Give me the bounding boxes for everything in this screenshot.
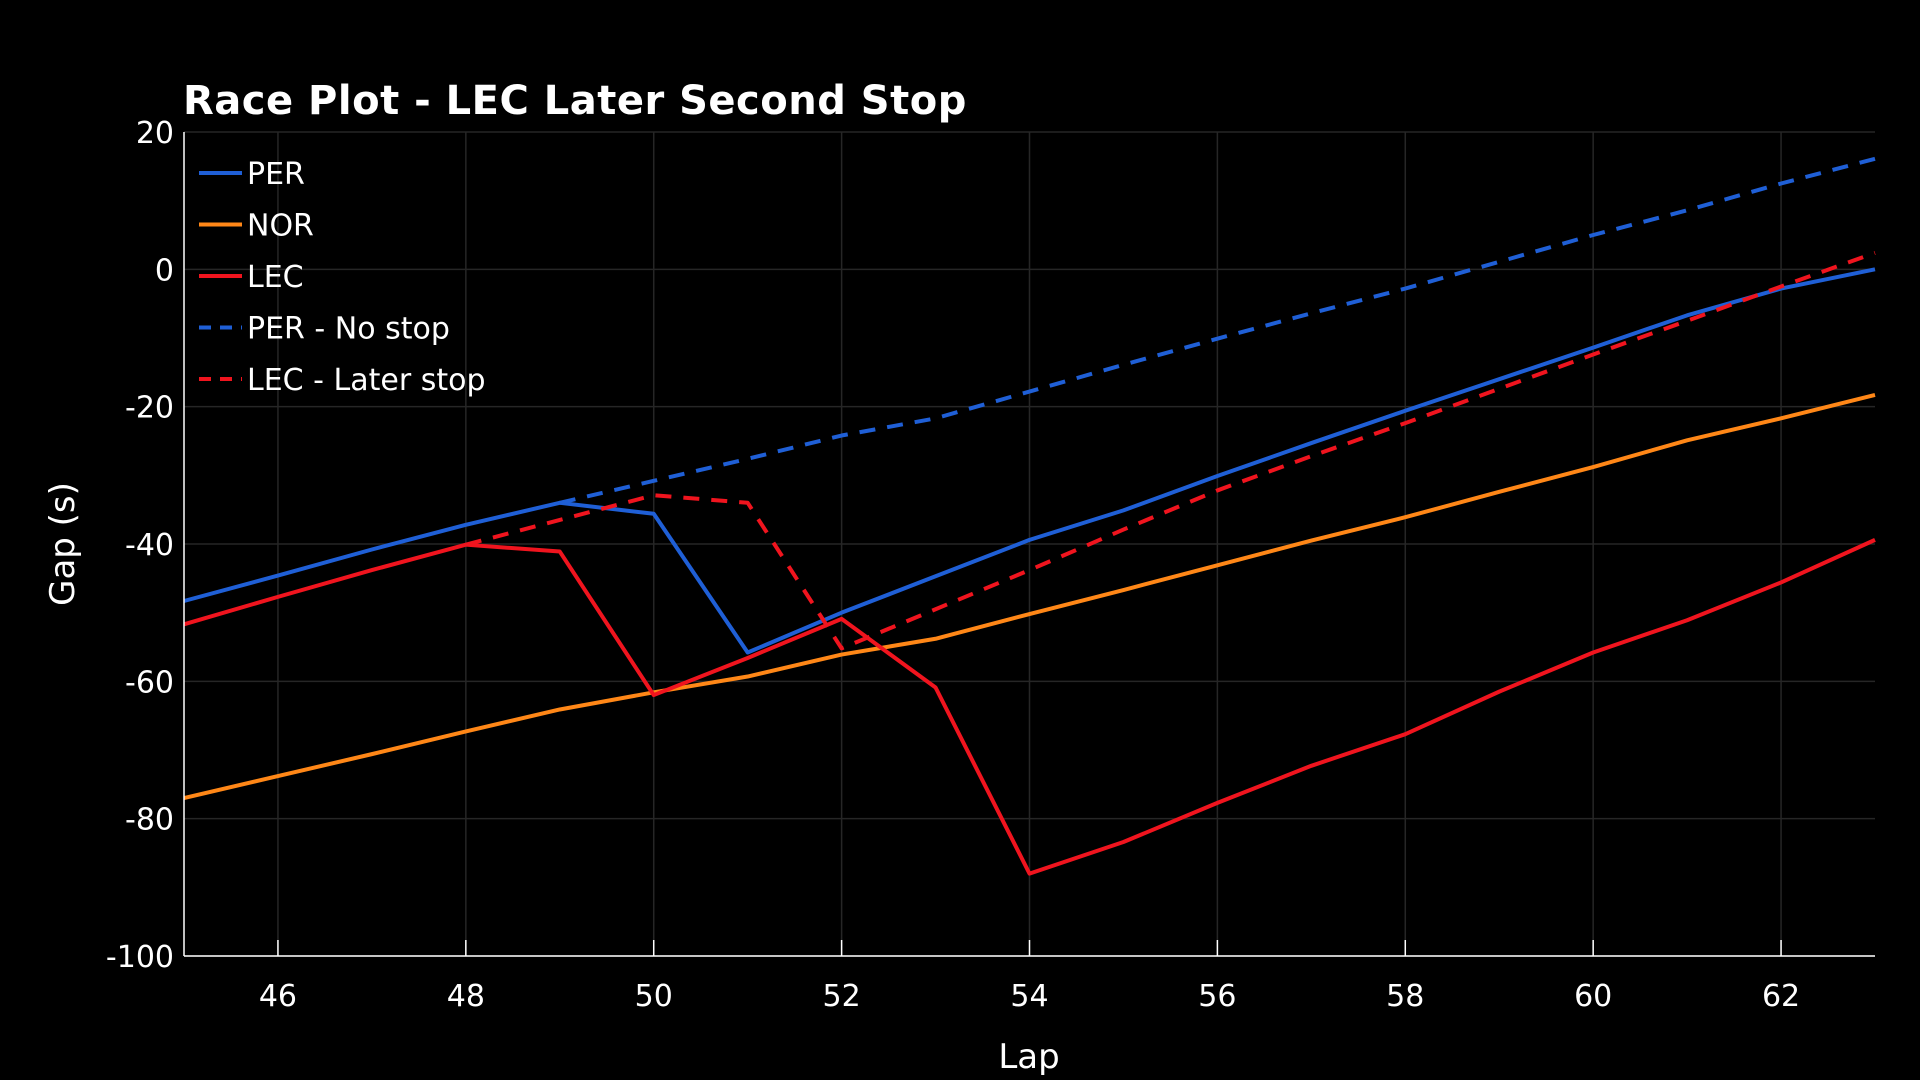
grid bbox=[184, 131, 1875, 957]
chart-title: Race Plot - LEC Later Second Stop bbox=[183, 78, 967, 124]
x-tick-label: 46 bbox=[259, 979, 297, 1014]
axes: 46 48 50 52 54 56 58 60 62 20 0 -20 -40 -60 -80 -100 bbox=[106, 116, 1875, 1014]
y-tick-label: 20 bbox=[136, 116, 174, 151]
series-line-lec-later-stop bbox=[465, 250, 1876, 651]
legend-label: PER - No stop bbox=[247, 312, 450, 347]
legend-label: PER bbox=[247, 157, 305, 192]
x-tick-label: 58 bbox=[1386, 979, 1424, 1014]
legend-label: LEC - Later stop bbox=[247, 363, 486, 398]
series-line-per bbox=[183, 267, 1876, 655]
y-tick-label: -20 bbox=[125, 391, 174, 426]
y-tick-label: -60 bbox=[125, 665, 174, 700]
y-tick-label: -80 bbox=[125, 803, 174, 838]
series-lines bbox=[183, 156, 1876, 876]
x-tick-label: 50 bbox=[635, 979, 673, 1014]
x-tick-label: 52 bbox=[823, 979, 861, 1014]
legend: PER NOR LEC PER - No stop LEC - Later stop bbox=[199, 157, 486, 398]
x-tick-label: 54 bbox=[1010, 979, 1048, 1014]
y-tick-label: 0 bbox=[155, 253, 174, 288]
x-tick-label: 56 bbox=[1198, 979, 1236, 1014]
x-axis-label: Lap bbox=[998, 1037, 1059, 1077]
y-tick-label: -40 bbox=[125, 528, 174, 563]
x-tick-label: 60 bbox=[1574, 979, 1612, 1014]
x-tick-label: 62 bbox=[1762, 979, 1800, 1014]
y-axis-label: Gap (s) bbox=[43, 482, 83, 606]
series-line-per-no-stop bbox=[559, 156, 1876, 505]
x-tick-label: 48 bbox=[447, 979, 485, 1014]
legend-label: NOR bbox=[247, 209, 314, 244]
y-tick-label: -100 bbox=[106, 940, 174, 975]
series-line-nor bbox=[183, 393, 1876, 801]
legend-label: LEC bbox=[247, 260, 304, 295]
